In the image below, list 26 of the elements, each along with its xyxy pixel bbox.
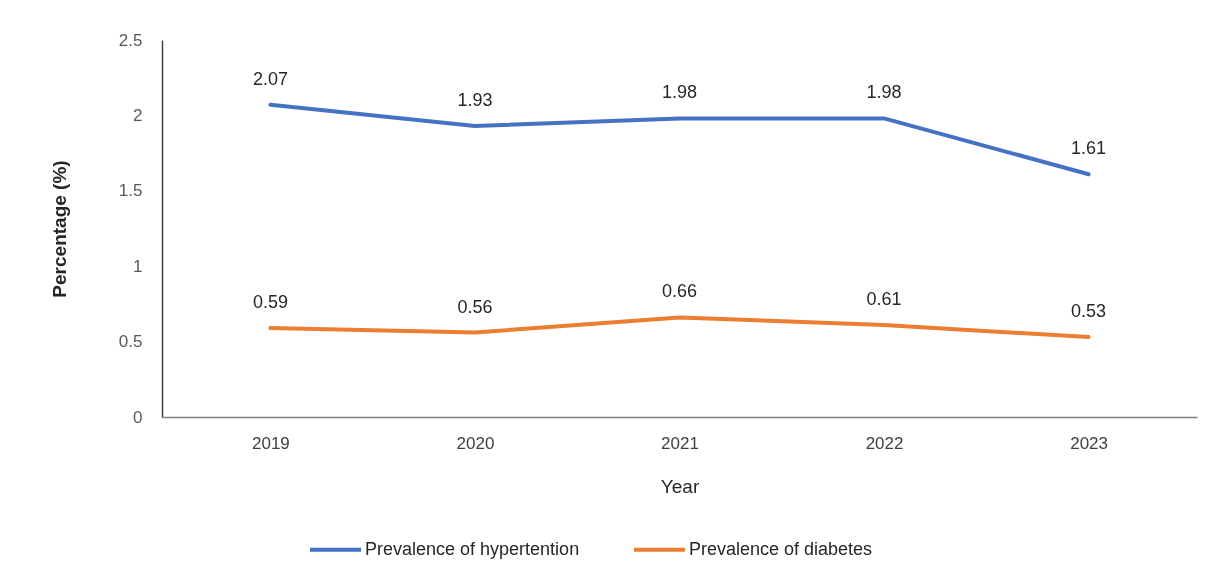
data-label: 0.59	[252, 292, 288, 313]
data-label: 0.66	[661, 281, 698, 302]
x-tick-label: 2021	[661, 433, 699, 453]
x-axis-title: Year	[660, 475, 700, 497]
x-tick-label: 2023	[1070, 433, 1108, 453]
data-label: 0.53	[1071, 301, 1107, 322]
y-tick-label: 0	[133, 407, 143, 427]
data-label: 1.93	[457, 89, 493, 110]
x-tick-label: 2022	[865, 433, 904, 453]
data-label: 1.98	[866, 82, 902, 103]
x-tick-label: 2020	[456, 433, 495, 453]
y-tick-label: 2.5	[118, 30, 143, 50]
data-label: 0.61	[866, 289, 902, 310]
data-label: 0.56	[457, 296, 493, 317]
y-tick-label: 2	[133, 105, 143, 125]
x-tick-label: 2019	[252, 433, 290, 453]
data-label: 1.98	[661, 82, 698, 103]
line-series	[268, 315, 1091, 340]
y-tick-label: 1.5	[118, 181, 143, 201]
data-label: 2.07	[252, 68, 288, 89]
y-tick-label: 1	[133, 256, 143, 276]
data-label: 1.61	[1071, 138, 1107, 159]
legend-label: Prevalence of hypertention	[365, 538, 580, 559]
y-axis-title: Percentage (%)	[48, 160, 70, 298]
legend-label: Prevalence of diabetes	[689, 538, 873, 559]
y-tick-label: 0.5	[118, 332, 143, 352]
